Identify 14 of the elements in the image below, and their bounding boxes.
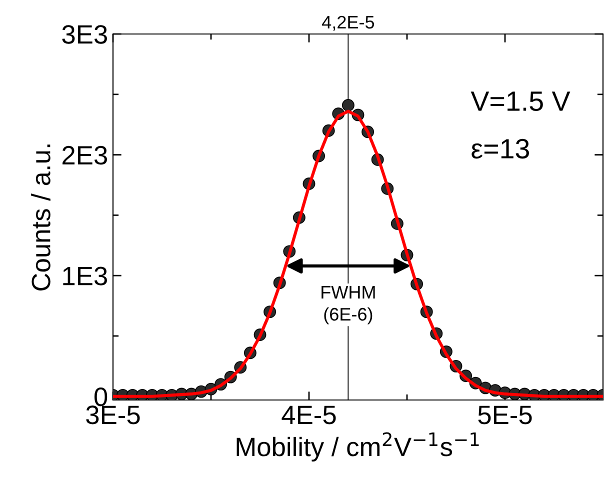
annotation: FWHM (6E-6)	[322, 286, 375, 324]
ref-line-label: 4,2E-5	[322, 16, 374, 31]
y-axis-title: Counts / a.u.	[31, 144, 50, 290]
x-tick-label: 5E-5	[478, 406, 532, 424]
annotation: ε=13	[472, 138, 529, 159]
y-tick-label: 0	[94, 388, 108, 406]
y-tick-label: 2E3	[62, 146, 107, 165]
y-tick-label: 1E3	[63, 266, 107, 286]
point	[342, 99, 354, 112]
x-axis-title: Mobility / cm$^{2}$V$^{−1}$s$^{−1}$	[236, 432, 479, 462]
annotation: V=1.5 V	[470, 92, 570, 111]
x-tick-label: 4E-5	[282, 406, 336, 424]
y-tick-label: 3E3	[62, 25, 107, 44]
x-tick-label: 3E-5	[86, 406, 140, 424]
